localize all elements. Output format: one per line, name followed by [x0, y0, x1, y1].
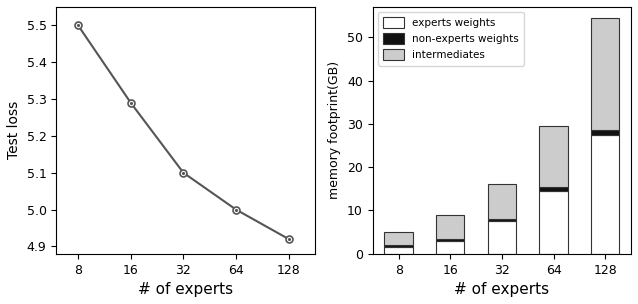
Bar — [539, 126, 568, 187]
X-axis label: # of experts: # of experts — [454, 282, 549, 297]
Y-axis label: memory footprint(GB): memory footprint(GB) — [329, 61, 341, 199]
Bar — [385, 247, 413, 254]
Bar — [591, 130, 619, 135]
Bar — [436, 215, 464, 239]
Bar — [487, 221, 516, 254]
Bar — [539, 187, 568, 191]
Bar — [591, 18, 619, 130]
Y-axis label: Test loss: Test loss — [7, 101, 21, 160]
Legend: experts weights, non-experts weights, intermediates: experts weights, non-experts weights, in… — [378, 12, 524, 66]
Bar — [436, 239, 464, 241]
Bar — [436, 241, 464, 254]
Bar — [385, 232, 413, 245]
Bar — [591, 135, 619, 254]
Bar — [487, 219, 516, 221]
Bar — [385, 245, 413, 247]
Bar — [539, 191, 568, 254]
Bar — [487, 185, 516, 219]
X-axis label: # of experts: # of experts — [138, 282, 233, 297]
